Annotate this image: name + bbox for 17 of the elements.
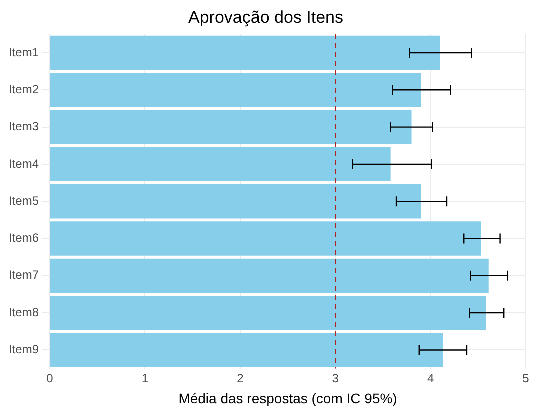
x-tick-label: 2 xyxy=(237,371,244,386)
y-tick-label: Item4 xyxy=(8,156,40,171)
y-tick-label: Item2 xyxy=(8,82,40,96)
y-tick-label: Item3 xyxy=(8,120,40,134)
y-tick-label: Item9 xyxy=(8,342,40,357)
x-tick-label: 5 xyxy=(522,371,530,386)
y-tick-label: Item1 xyxy=(8,45,40,60)
x-tick-label: 4 xyxy=(427,371,434,386)
y-tick-label: Item5 xyxy=(8,194,40,208)
y-tick-label: Item6 xyxy=(8,231,40,246)
x-tick-label: 3 xyxy=(332,371,340,386)
x-tick-label: 1 xyxy=(142,371,149,386)
y-tick-label: Item7 xyxy=(8,268,40,282)
chart-title: Aprovação dos Itens xyxy=(188,8,344,27)
y-tick-label: Item8 xyxy=(8,305,40,320)
x-tick-label: 0 xyxy=(46,371,54,386)
x-axis-title: Média das respostas (com IC 95%) xyxy=(178,390,398,406)
